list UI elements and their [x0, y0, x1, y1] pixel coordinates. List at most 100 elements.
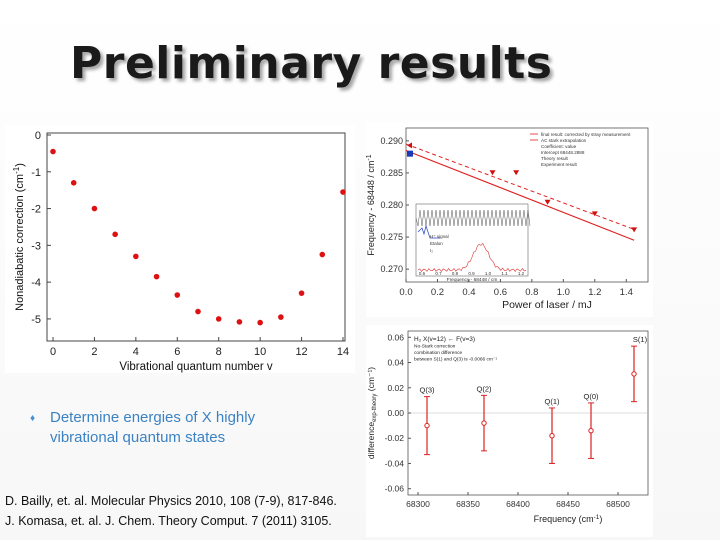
point-label: S(1)	[633, 335, 648, 344]
x-tick-label: 68400	[506, 499, 530, 509]
x-axis-label-sup: -1	[594, 514, 600, 521]
y-tick-label: -0.02	[385, 433, 405, 443]
y-tick-label: 0.275	[380, 232, 403, 242]
point-label: Q(1)	[545, 397, 561, 406]
y-axis-label-sub: exp-theory	[372, 394, 378, 422]
x-tick-label: 1.0	[557, 287, 570, 298]
plot-frame	[46, 132, 346, 342]
annotation-note: between S(1) and Q(3) is -0.0066 cm⁻¹	[414, 357, 497, 363]
references: D. Bailly, et. al. Molecular Physics 201…	[5, 491, 337, 531]
data-point	[174, 292, 181, 298]
annotation-note: combination difference	[414, 350, 463, 356]
x-axis-label: Frequency (cm-1)	[534, 514, 603, 524]
y-tick-label: -3	[31, 240, 41, 252]
inset-etalon-trace	[415, 209, 531, 227]
data-point-triangle	[591, 211, 598, 217]
data-point	[631, 371, 637, 377]
y-tick-label: 0.02	[387, 383, 404, 393]
x-tick-label: 1.2	[588, 287, 601, 298]
y-tick-label: -1	[31, 167, 41, 179]
data-point	[153, 273, 160, 280]
data-point	[257, 319, 263, 326]
x-tick-label: 68300	[406, 499, 430, 509]
x-tick-label: 6	[174, 346, 180, 358]
legend-label: Experiment result	[541, 162, 577, 167]
y-axis-label: differenceexp-theory (cm⁻¹)	[366, 367, 378, 459]
theory-point	[407, 150, 413, 157]
legend-label: AC stark extrapolation	[541, 138, 587, 143]
data-point	[278, 314, 284, 320]
x-tick-label: 0.0	[399, 287, 412, 298]
data-point-triangle	[513, 170, 520, 176]
x-tick-label: 0.2	[431, 287, 444, 298]
x-axis-label-close: )	[599, 514, 602, 524]
bullet-icon: ♦	[30, 413, 36, 424]
x-tick-label: 68500	[606, 499, 630, 509]
inset-x-tick-label: 0.9	[468, 271, 475, 276]
reference-2: J. Komasa, et. al. J. Chem. Theory Compu…	[5, 514, 332, 528]
data-point	[195, 308, 201, 315]
x-axis-label: Power of laser / mJ	[502, 299, 592, 311]
x-tick-label: 0.6	[494, 287, 507, 298]
inset-x-tick-label: 1.1	[501, 271, 508, 276]
inset-i2-trace	[417, 224, 440, 239]
data-point-triangle	[544, 199, 551, 205]
y-tick-label: -5	[31, 314, 41, 326]
inset-h-signal-trace	[417, 242, 527, 273]
y-axis-label-close: )	[14, 163, 26, 167]
bullet-list: ♦ Determine energies of X highly vibrati…	[30, 408, 360, 448]
data-point	[424, 422, 430, 429]
data-point	[549, 433, 555, 439]
annotation-note: H₂ X(v=12) ← F(v=3)	[414, 336, 475, 343]
inset-x-tick-label: 1.2	[518, 271, 525, 276]
data-point	[236, 319, 243, 325]
x-tick-label: 12	[295, 346, 307, 358]
data-point	[319, 251, 326, 258]
y-tick-label: -0.04	[385, 458, 405, 468]
point-label: Q(2)	[477, 384, 493, 393]
legend-label: Theory result	[541, 156, 569, 161]
x-tick-label: 10	[254, 346, 266, 358]
slide-title: Preliminary results	[70, 38, 553, 89]
point-label: Q(0)	[584, 392, 600, 401]
inset-x-axis-label: Frequency - 68448 / cm	[447, 277, 498, 283]
fit-line-dashed	[405, 143, 635, 230]
bullet-text: Determine energies of X highly vibration…	[50, 409, 256, 446]
annotation-note: No-Stark correction	[414, 344, 456, 350]
inset-x-tick-label: 0.6	[419, 271, 426, 276]
data-point	[91, 205, 98, 212]
x-tick-label: 0.8	[525, 287, 538, 298]
y-tick-label: 0.280	[380, 200, 403, 210]
data-point-triangle	[489, 170, 496, 176]
data-point	[133, 253, 139, 260]
inset-frame	[415, 203, 529, 277]
x-tick-label: 8	[216, 346, 222, 358]
nonadiabatic-correction-chart: 0 2 4 6 8 10 12 14 0 -1 -2 -3 -4 -5 Vibrational quantu…	[5, 125, 355, 373]
experiment-point	[407, 142, 412, 149]
inset-x-tick-label: 0.7	[435, 271, 442, 276]
y-axis-label: Nonadiabatic correction (cm-1)	[12, 163, 26, 311]
legend-label: Intercept 68448.2888	[541, 150, 585, 155]
inset-legend-label: I₂	[430, 248, 433, 253]
bullet-item: ♦ Determine energies of X highly vibrati…	[30, 408, 360, 448]
x-axis-label: Vibrational quantum number v	[119, 361, 272, 373]
y-tick-label: 0	[35, 130, 41, 142]
data-point	[588, 427, 594, 434]
legend-label: Coefficient: value	[541, 144, 577, 149]
x-tick-label: 14	[337, 346, 349, 358]
y-tick-label: -2	[31, 204, 41, 216]
inset-legend-label: H⁺ signal	[430, 234, 449, 239]
y-tick-label: 0.04	[387, 358, 404, 368]
x-tick-label: 2	[91, 346, 97, 358]
data-point	[112, 231, 118, 238]
fit-line	[405, 149, 635, 241]
x-tick-label: 68350	[456, 499, 480, 509]
y-tick-label: 0.270	[380, 264, 403, 274]
x-tick-label: 1.4	[620, 287, 633, 298]
data-point	[298, 290, 305, 296]
x-tick-label: 68450	[556, 499, 580, 509]
inset-legend-label: Etalon	[430, 241, 443, 246]
y-axis-label-sup: -1	[12, 166, 21, 174]
reference-1: D. Bailly, et. al. Molecular Physics 201…	[5, 494, 337, 508]
frequency-vs-laser-power-chart: 0.0 0.2 0.4 0.6 0.8 1.0 1.2 1.4 0.270 0.275 0.280 0…	[366, 122, 653, 317]
